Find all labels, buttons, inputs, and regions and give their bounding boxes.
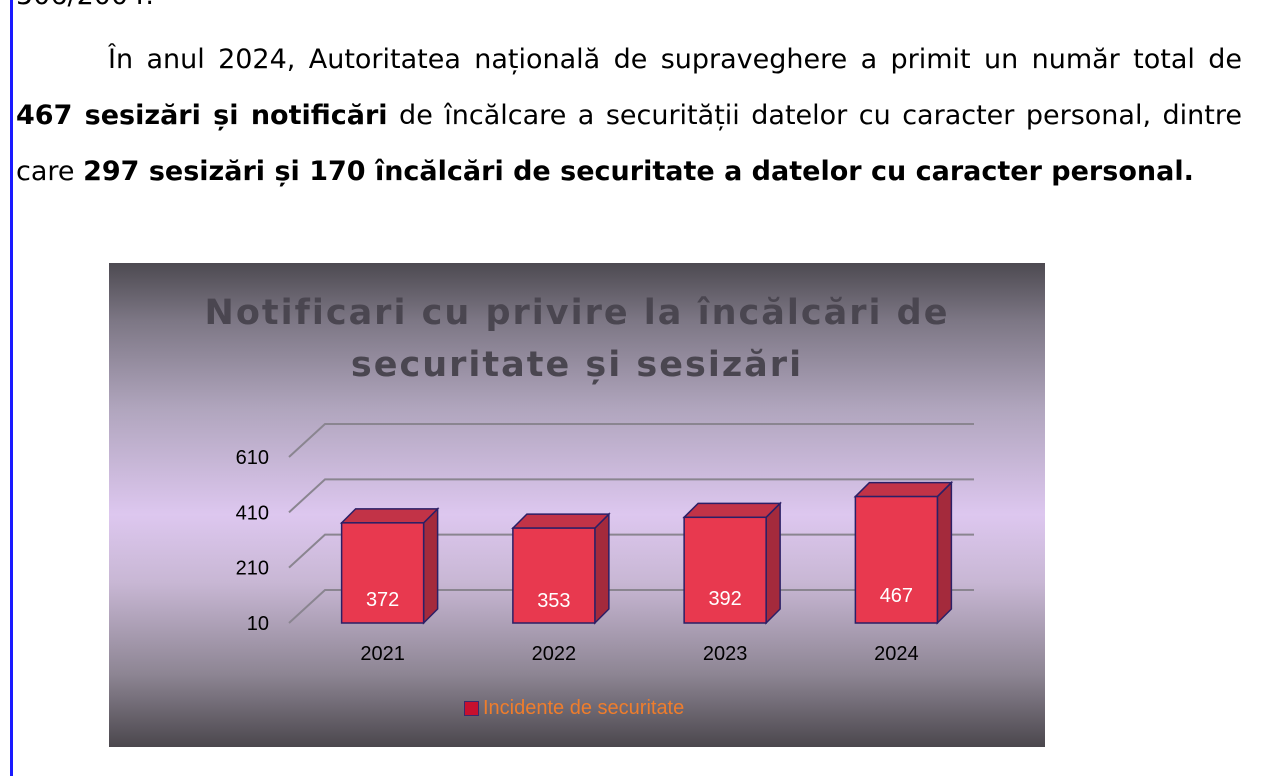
- bar-data-label: 392: [708, 588, 741, 610]
- left-margin-rule: [10, 0, 13, 776]
- bar: [512, 527, 596, 624]
- chart-title-line-1: Notificari cu privire la încălcări de: [204, 293, 950, 333]
- bar-top: [853, 481, 954, 498]
- paragraph-text-2: de încălcare a securității datelor cu ca…: [16, 100, 1242, 187]
- chart-title: Notificari cu privire la încălcări de se…: [109, 287, 1045, 391]
- bar-data-label: 372: [366, 589, 399, 611]
- paragraph-bold-2: 297 sesizări și 170 încălcări de securit…: [83, 156, 1194, 187]
- paragraph-text-1: În anul 2024, Autoritatea națională de s…: [108, 44, 1242, 75]
- body-paragraph: În anul 2024, Autoritatea națională de s…: [16, 32, 1242, 200]
- bar-side: [765, 501, 781, 625]
- chart-title-line-2: securitate și sesizări: [350, 345, 804, 385]
- y-tick-label: 210: [236, 558, 269, 580]
- x-tick-label: 2024: [874, 643, 919, 665]
- bar-top: [511, 513, 611, 529]
- chart-legend: Incidente de securitate: [464, 697, 684, 720]
- chart-canvas: 10 210 410 610 372 2021 353 2022 392 2023 467 2024: [236, 423, 974, 665]
- bar-side: [936, 480, 953, 625]
- gridline: [288, 478, 974, 514]
- legend-label: Incidente de securitate: [483, 697, 685, 719]
- bar: [340, 522, 425, 624]
- y-tick-label: 610: [236, 447, 269, 469]
- y-tick-label: 10: [247, 613, 269, 635]
- paragraph-bold-1: 467 sesizări și notificări: [16, 100, 388, 131]
- bar-side: [422, 507, 439, 625]
- legend-swatch: [464, 701, 479, 716]
- x-tick-label: 2021: [360, 643, 405, 665]
- y-tick-label: 410: [236, 502, 269, 524]
- bar-data-label: 353: [537, 590, 570, 612]
- bar: [683, 516, 767, 624]
- gridline: [288, 423, 974, 458]
- bar-side: [594, 512, 610, 625]
- bar-data-label: 467: [880, 585, 913, 607]
- x-tick-label: 2023: [703, 643, 748, 665]
- previous-paragraph-fragment: 506/2004.: [16, 0, 154, 16]
- bar: [854, 495, 939, 624]
- bar-top: [339, 508, 440, 524]
- x-tick-label: 2022: [532, 643, 577, 665]
- bar-top: [682, 502, 782, 519]
